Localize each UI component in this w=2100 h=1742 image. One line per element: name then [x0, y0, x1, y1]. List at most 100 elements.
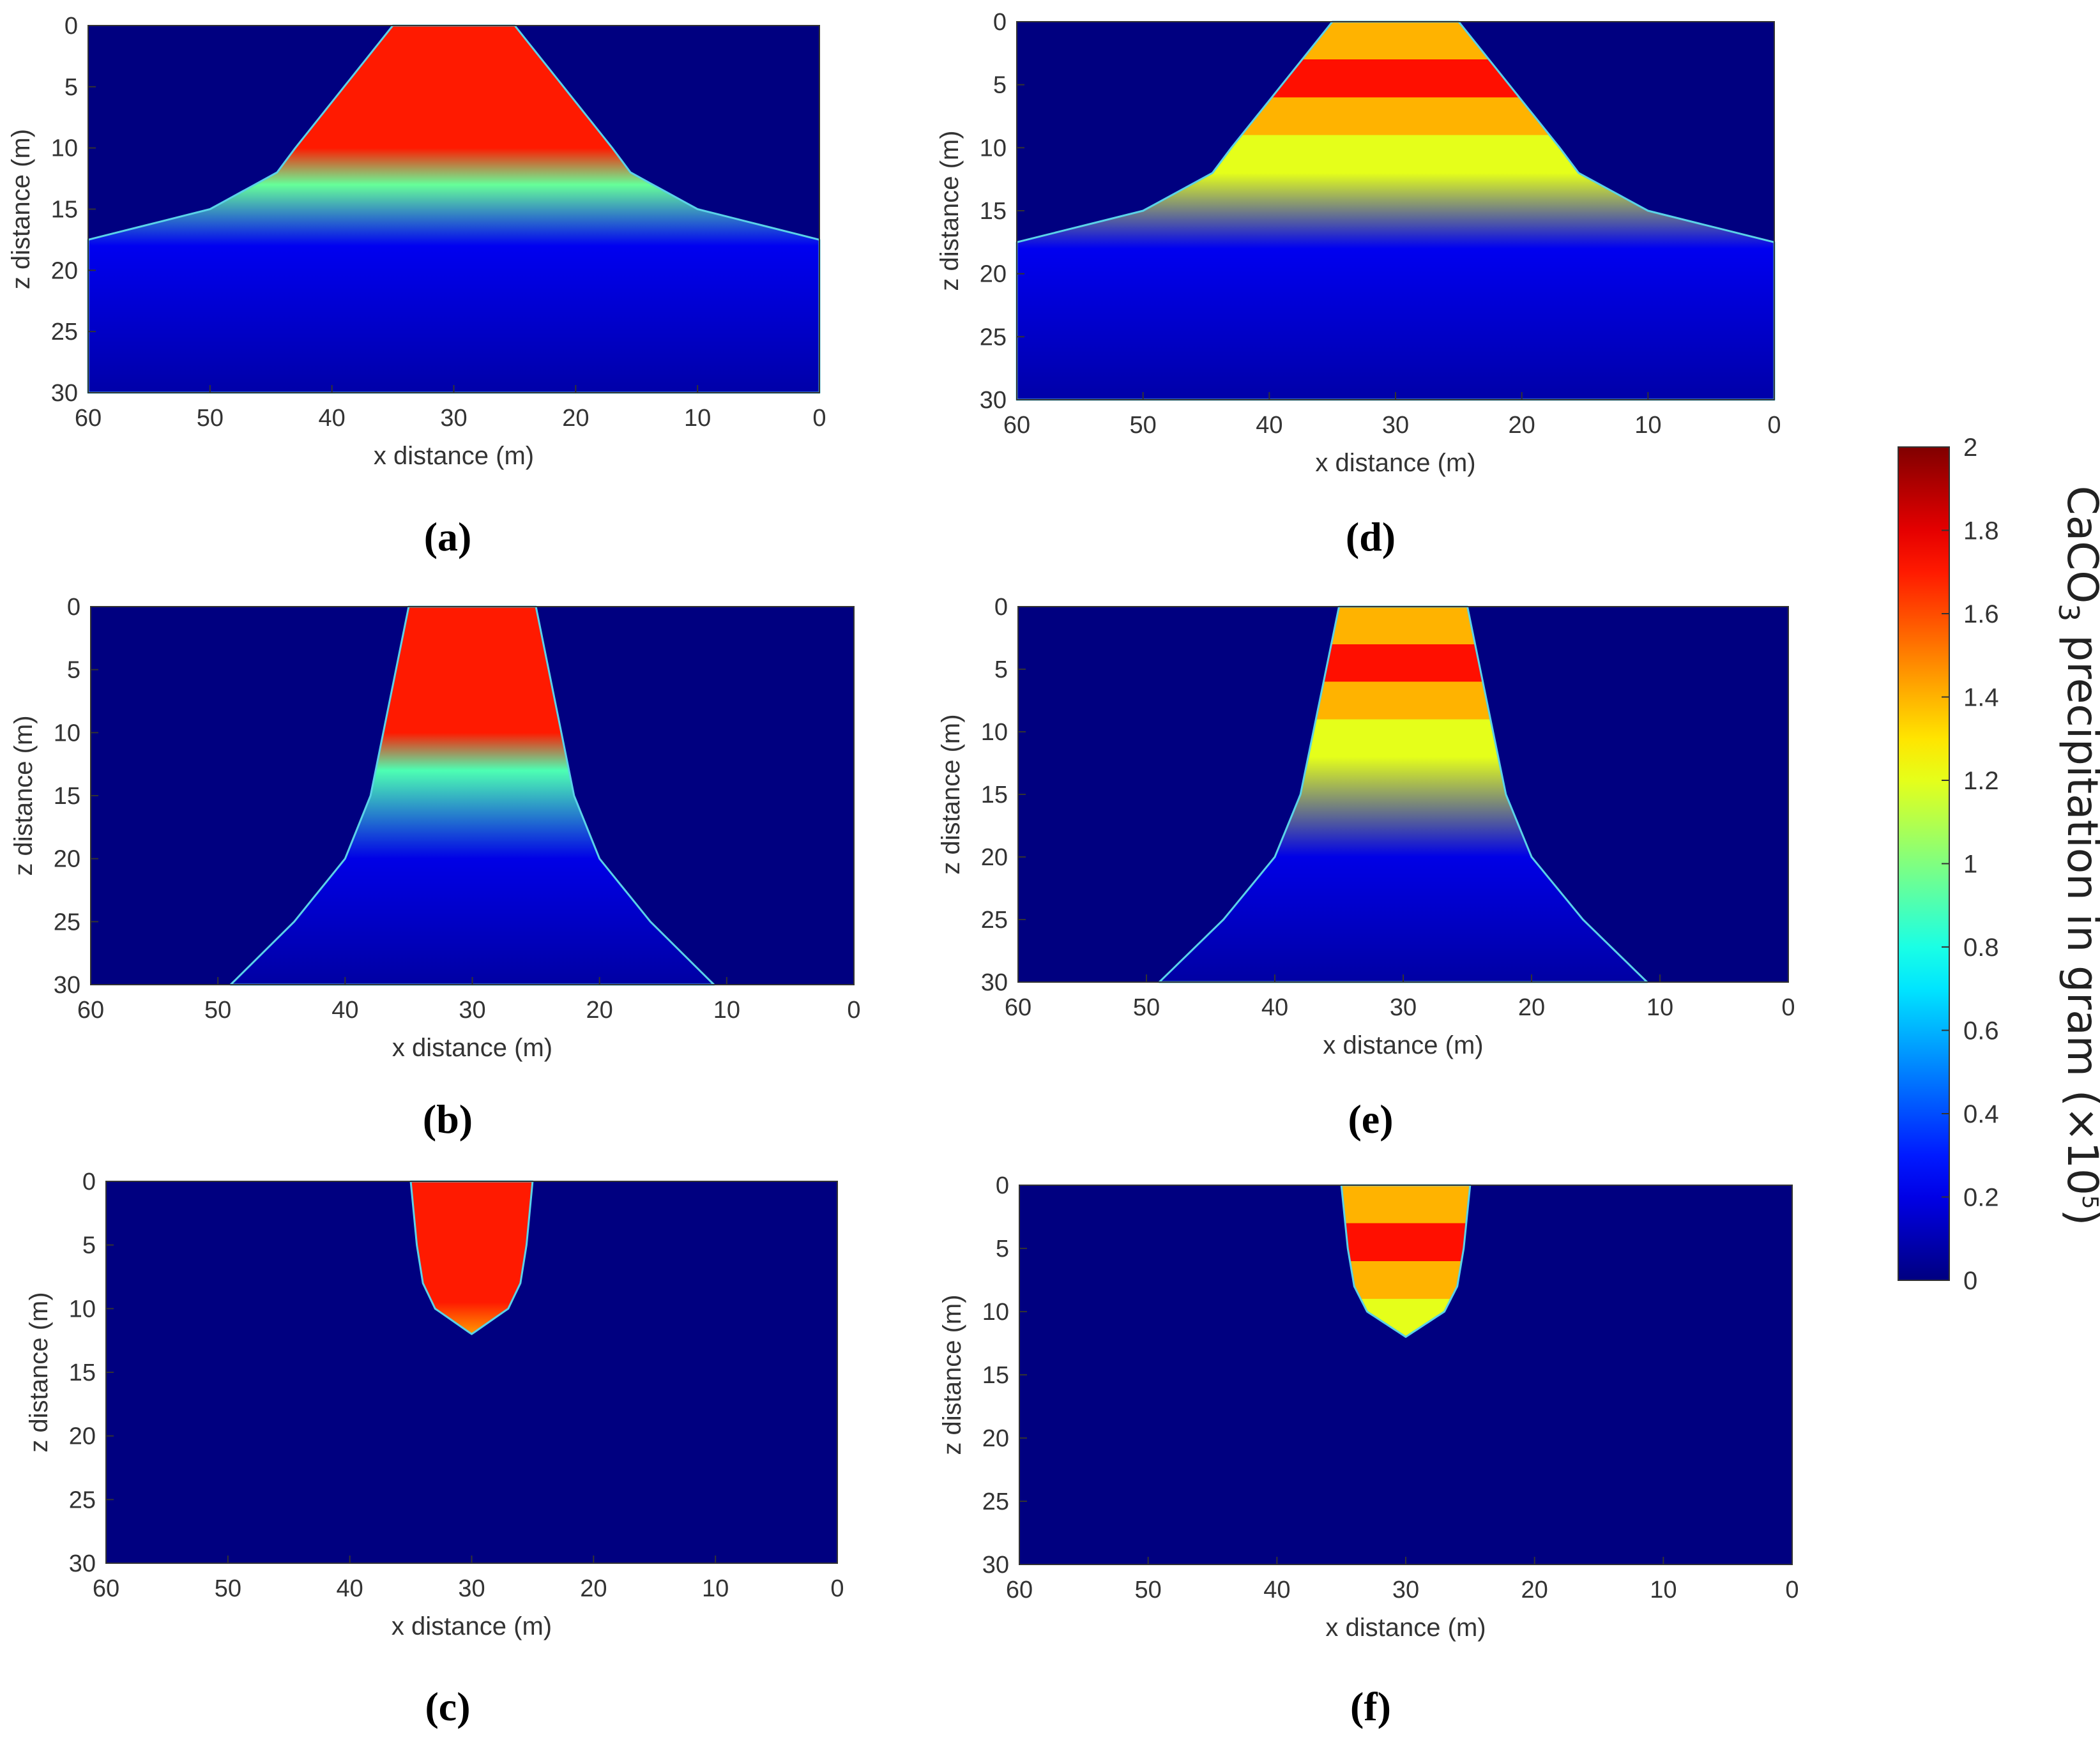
x-tick-label: 30: [1382, 412, 1409, 439]
y-tick-label: 15: [980, 198, 1007, 225]
x-tick-label: 10: [684, 405, 711, 432]
colorbar-label-close: ): [2058, 1209, 2100, 1226]
precipitation-plume: [1340, 1184, 1472, 1338]
y-tick-label: 5: [67, 657, 80, 684]
x-tick-label: 50: [1135, 1577, 1162, 1603]
y-tick-label: 15: [54, 783, 80, 810]
x-axis-label: x distance (m): [374, 442, 534, 470]
panel-d: 60 50 40 30 20 10 0 0 5 10 15 20 25 30 x distance (m) z…: [936, 9, 1781, 477]
x-tick-label: 60: [93, 1575, 119, 1602]
x-tick-label: 30: [440, 405, 467, 432]
x-tick-label: 40: [319, 405, 346, 432]
x-tick-label: 40: [331, 997, 358, 1024]
y-tick-label: 0: [993, 9, 1007, 36]
x-tick-label: 50: [197, 405, 224, 432]
colorbar-tick-label: 0.2: [1963, 1184, 1999, 1212]
y-tick-label: 0: [994, 594, 1008, 621]
x-tick-label: 10: [1647, 994, 1673, 1021]
x-tick-label: 0: [1767, 412, 1781, 439]
colorbar-tick-label: 1.2: [1963, 767, 1999, 795]
caption-c: (c): [425, 1684, 471, 1729]
x-tick-label: 10: [1634, 412, 1661, 439]
y-tick-label: 30: [980, 387, 1007, 414]
panel-b: 60 50 40 30 20 10 0 0 5 10 15 20 25 30 x distance (m) z…: [10, 594, 861, 1062]
caption-a: (a): [423, 514, 472, 559]
caption-e: (e): [1348, 1096, 1394, 1142]
y-tick-label: 0: [996, 1172, 1009, 1199]
y-tick-label: 15: [981, 782, 1008, 808]
y-tick-label: 15: [69, 1360, 96, 1386]
colorbar-label-subscript: 3: [2051, 603, 2085, 622]
x-tick-label: 0: [1781, 994, 1795, 1021]
x-tick-label: 20: [586, 997, 613, 1024]
y-tick-label: 15: [982, 1362, 1009, 1389]
y-tick-label: 20: [981, 844, 1008, 871]
x-axis-label: x distance (m): [1315, 449, 1475, 477]
y-tick-label: 10: [54, 720, 80, 746]
y-tick-label: 25: [981, 907, 1008, 934]
y-tick-label: 10: [982, 1299, 1009, 1326]
y-tick-label: 25: [51, 319, 78, 345]
y-tick-label: 10: [981, 719, 1008, 746]
colorbar-label-main: CaCO: [2058, 485, 2100, 604]
y-axis-label: z distance (m): [10, 715, 38, 875]
x-tick-label: 50: [204, 997, 231, 1024]
x-tick-label: 40: [1261, 994, 1288, 1021]
y-axis-label: z distance (m): [938, 1294, 966, 1455]
y-tick-label: 30: [54, 972, 80, 999]
caption-f: (f): [1350, 1684, 1391, 1729]
colorbar: 0 0.2 0.4 0.6 0.8 1 1.2 1.4 1.6 1.8 2: [1898, 434, 1999, 1295]
panel-a: 60 50 40 30 20 10 0 0 5 10 15 20 25 30 x distance (m) z…: [7, 13, 826, 470]
x-tick-label: 20: [1509, 412, 1535, 439]
x-axis-label: x distance (m): [1325, 1614, 1486, 1642]
colorbar-tick-label: 1: [1963, 851, 1977, 879]
x-tick-label: 0: [830, 1575, 844, 1602]
x-tick-label: 0: [812, 405, 826, 432]
y-tick-label: 25: [980, 324, 1007, 351]
colorbar-tick-label: 1.8: [1963, 517, 1999, 545]
y-tick-label: 0: [65, 13, 78, 40]
x-tick-label: 10: [702, 1575, 729, 1602]
y-tick-label: 20: [980, 261, 1007, 288]
y-tick-label: 10: [51, 135, 78, 162]
x-axis-label: x distance (m): [392, 1612, 552, 1640]
x-tick-label: 30: [1392, 1577, 1419, 1603]
x-tick-label: 60: [77, 997, 104, 1024]
caption-b: (b): [422, 1096, 473, 1142]
y-tick-label: 30: [982, 1552, 1009, 1579]
x-tick-label: 40: [337, 1575, 363, 1602]
x-tick-label: 30: [458, 1575, 485, 1602]
colorbar-label-times: ×10: [2058, 1106, 2100, 1195]
y-axis-label: z distance (m): [25, 1292, 53, 1452]
y-tick-label: 5: [993, 72, 1007, 99]
colorbar-label-exponent: 5: [2077, 1195, 2100, 1209]
x-axis-label: x distance (m): [1323, 1031, 1483, 1059]
x-tick-label: 10: [713, 997, 740, 1024]
y-tick-label: 20: [69, 1423, 96, 1450]
y-tick-label: 5: [996, 1236, 1009, 1262]
x-tick-label: 60: [75, 405, 102, 432]
y-tick-label: 25: [54, 909, 80, 935]
colorbar-label-rest: precipitation in gram (: [2058, 635, 2100, 1106]
y-tick-label: 0: [82, 1169, 96, 1195]
x-tick-label: 20: [580, 1575, 607, 1602]
y-tick-label: 5: [65, 74, 78, 101]
x-tick-label: 30: [459, 997, 485, 1024]
x-tick-label: 50: [1130, 412, 1157, 439]
y-axis-label: z distance (m): [7, 129, 35, 289]
y-tick-label: 5: [82, 1232, 96, 1259]
x-tick-label: 20: [1521, 1577, 1548, 1603]
x-tick-label: 40: [1263, 1577, 1290, 1603]
x-tick-label: 60: [1006, 1577, 1033, 1603]
x-tick-label: 50: [1133, 994, 1160, 1021]
colorbar-tick-label: 0.6: [1963, 1017, 1999, 1045]
panel-e: 60 50 40 30 20 10 0 0 5 10 15 20 25 30 x distance (m) z…: [937, 594, 1795, 1059]
x-tick-label: 60: [1003, 412, 1030, 439]
x-axis-label: x distance (m): [392, 1034, 552, 1062]
y-tick-label: 10: [69, 1296, 96, 1322]
y-tick-label: 30: [981, 969, 1008, 996]
y-tick-label: 20: [54, 846, 80, 873]
colorbar-tick-label: 2: [1963, 434, 1977, 462]
y-tick-label: 20: [51, 257, 78, 284]
